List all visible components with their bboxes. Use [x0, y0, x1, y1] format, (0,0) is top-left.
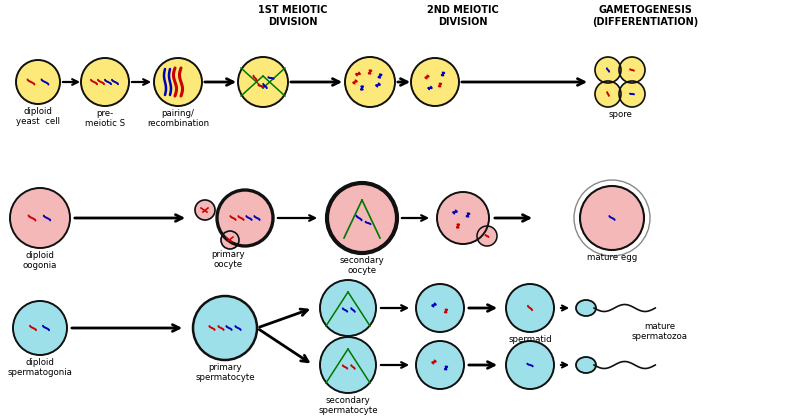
Ellipse shape: [506, 341, 554, 389]
Ellipse shape: [437, 192, 489, 244]
Text: 2ND MEIOTIC
DIVISION: 2ND MEIOTIC DIVISION: [427, 5, 499, 27]
Ellipse shape: [477, 226, 497, 246]
Ellipse shape: [345, 57, 395, 107]
Ellipse shape: [595, 81, 621, 107]
Text: diploid
yeast  cell: diploid yeast cell: [16, 107, 60, 126]
Text: spore: spore: [608, 110, 632, 119]
Ellipse shape: [327, 183, 397, 253]
Ellipse shape: [320, 337, 376, 393]
Ellipse shape: [416, 341, 464, 389]
Ellipse shape: [238, 57, 288, 107]
Ellipse shape: [619, 57, 645, 83]
Ellipse shape: [576, 357, 596, 373]
Ellipse shape: [217, 190, 273, 246]
Ellipse shape: [416, 284, 464, 332]
Text: spermatid: spermatid: [508, 335, 552, 344]
Ellipse shape: [576, 300, 596, 316]
Text: primary
spermatocyte: primary spermatocyte: [195, 363, 255, 382]
Ellipse shape: [411, 58, 459, 106]
Text: 1ST MEIOTIC
DIVISION: 1ST MEIOTIC DIVISION: [258, 5, 328, 27]
Ellipse shape: [13, 301, 67, 355]
Text: pairing/
recombination: pairing/ recombination: [147, 109, 209, 129]
Ellipse shape: [195, 200, 215, 220]
Ellipse shape: [619, 81, 645, 107]
Ellipse shape: [81, 58, 129, 106]
Ellipse shape: [16, 60, 60, 104]
Ellipse shape: [580, 186, 644, 250]
Text: diploid
spermatogonia: diploid spermatogonia: [8, 358, 72, 377]
Ellipse shape: [193, 296, 257, 360]
Text: diploid
oogonia: diploid oogonia: [23, 251, 57, 270]
Text: pre-
meiotic S: pre- meiotic S: [85, 109, 125, 129]
Ellipse shape: [154, 58, 202, 106]
Text: GAMETOGENESIS
(DIFFERENTIATION): GAMETOGENESIS (DIFFERENTIATION): [592, 5, 698, 27]
Ellipse shape: [595, 57, 621, 83]
Ellipse shape: [320, 280, 376, 336]
Text: mature
spermatozoa: mature spermatozoa: [632, 322, 688, 342]
Ellipse shape: [221, 231, 239, 249]
Ellipse shape: [10, 188, 70, 248]
Text: primary
oocyte: primary oocyte: [211, 250, 245, 270]
Text: secondary
oocyte: secondary oocyte: [340, 256, 385, 275]
Ellipse shape: [506, 284, 554, 332]
Text: mature egg: mature egg: [587, 253, 637, 262]
Text: secondary
spermatocyte: secondary spermatocyte: [318, 396, 378, 416]
